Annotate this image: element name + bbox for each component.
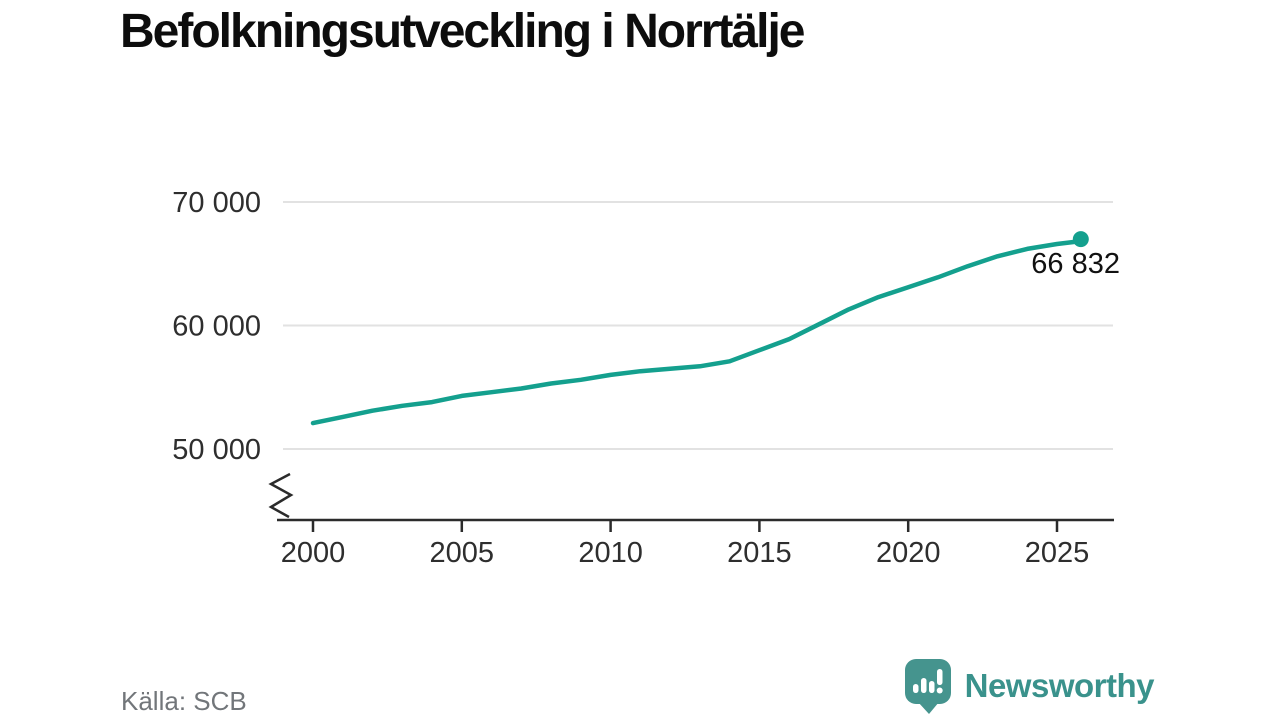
x-tick-label: 2015 [727,537,792,569]
x-tick-label: 2010 [578,537,643,569]
gridlines-group [283,201,1113,450]
logo-exclamation-dot [936,687,943,694]
brand-wordmark: Newsworthy [964,667,1155,704]
logo-exclamation-bar [936,669,943,685]
y-tick-label: 50 000 [172,434,261,466]
axis-break-icon [268,472,294,519]
y-tick-label: 70 000 [172,187,261,219]
logo-bubble-tail [917,702,939,714]
latest-point-dot [1072,231,1089,248]
x-tick-label: 2005 [430,537,495,569]
x-tick-label: 2025 [1025,537,1090,569]
y-tick-label: 60 000 [172,311,261,343]
x-tick-label: 2020 [876,537,941,569]
latest-value-label: 66 832 [1031,248,1120,280]
logo-bubble [904,659,951,704]
logo-bar-3 [928,681,935,693]
page-title: Befolkningsutveckling i Norrtälje [120,5,805,58]
logo-bar-2 [920,678,927,693]
logo-bar-1 [912,684,919,693]
newsworthy-logo-icon [904,659,951,714]
source-note: Källa: SCB [121,686,247,716]
x-tick-label: 2000 [281,537,346,569]
x-axis-group: 2000 2005 2010 2015 2020 2025 [277,518,1114,569]
brand-footer: Newsworthy [904,658,1155,714]
series-line [310,238,1084,426]
y-axis-labels-group: 70 000 60 000 50 000 [172,187,261,466]
